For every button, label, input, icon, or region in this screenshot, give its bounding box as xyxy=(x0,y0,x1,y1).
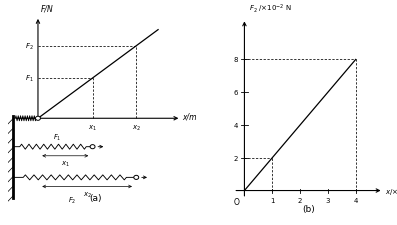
Text: $F_1$: $F_1$ xyxy=(25,74,34,84)
Text: 4: 4 xyxy=(353,197,358,203)
Circle shape xyxy=(90,145,95,149)
Text: 2: 2 xyxy=(234,155,238,161)
Text: F/N: F/N xyxy=(41,4,54,13)
Text: $x_2$: $x_2$ xyxy=(83,190,92,199)
Circle shape xyxy=(35,117,40,121)
Text: $F_2$: $F_2$ xyxy=(25,41,34,52)
Text: $x_1$: $x_1$ xyxy=(61,160,70,169)
Text: $x_1$: $x_1$ xyxy=(88,123,97,133)
Text: O: O xyxy=(233,197,239,206)
Text: $x_2$: $x_2$ xyxy=(132,123,141,133)
Circle shape xyxy=(134,176,139,180)
Text: 2: 2 xyxy=(298,197,302,203)
Text: 4: 4 xyxy=(234,122,238,128)
Text: $F_1$: $F_1$ xyxy=(53,132,61,142)
Text: 1: 1 xyxy=(270,197,274,203)
Text: 6: 6 xyxy=(234,90,238,96)
Text: $F_2$: $F_2$ xyxy=(68,195,77,205)
Text: 8: 8 xyxy=(234,57,238,63)
Text: $F_2$ /$\times$10$^{-2}$ N: $F_2$ /$\times$10$^{-2}$ N xyxy=(249,2,291,14)
Text: $x/$×10 cm: $x/$×10 cm xyxy=(385,186,397,196)
Text: (a): (a) xyxy=(89,194,102,202)
Text: x/m: x/m xyxy=(183,112,197,121)
Text: (b): (b) xyxy=(302,205,315,214)
Text: 3: 3 xyxy=(326,197,330,203)
